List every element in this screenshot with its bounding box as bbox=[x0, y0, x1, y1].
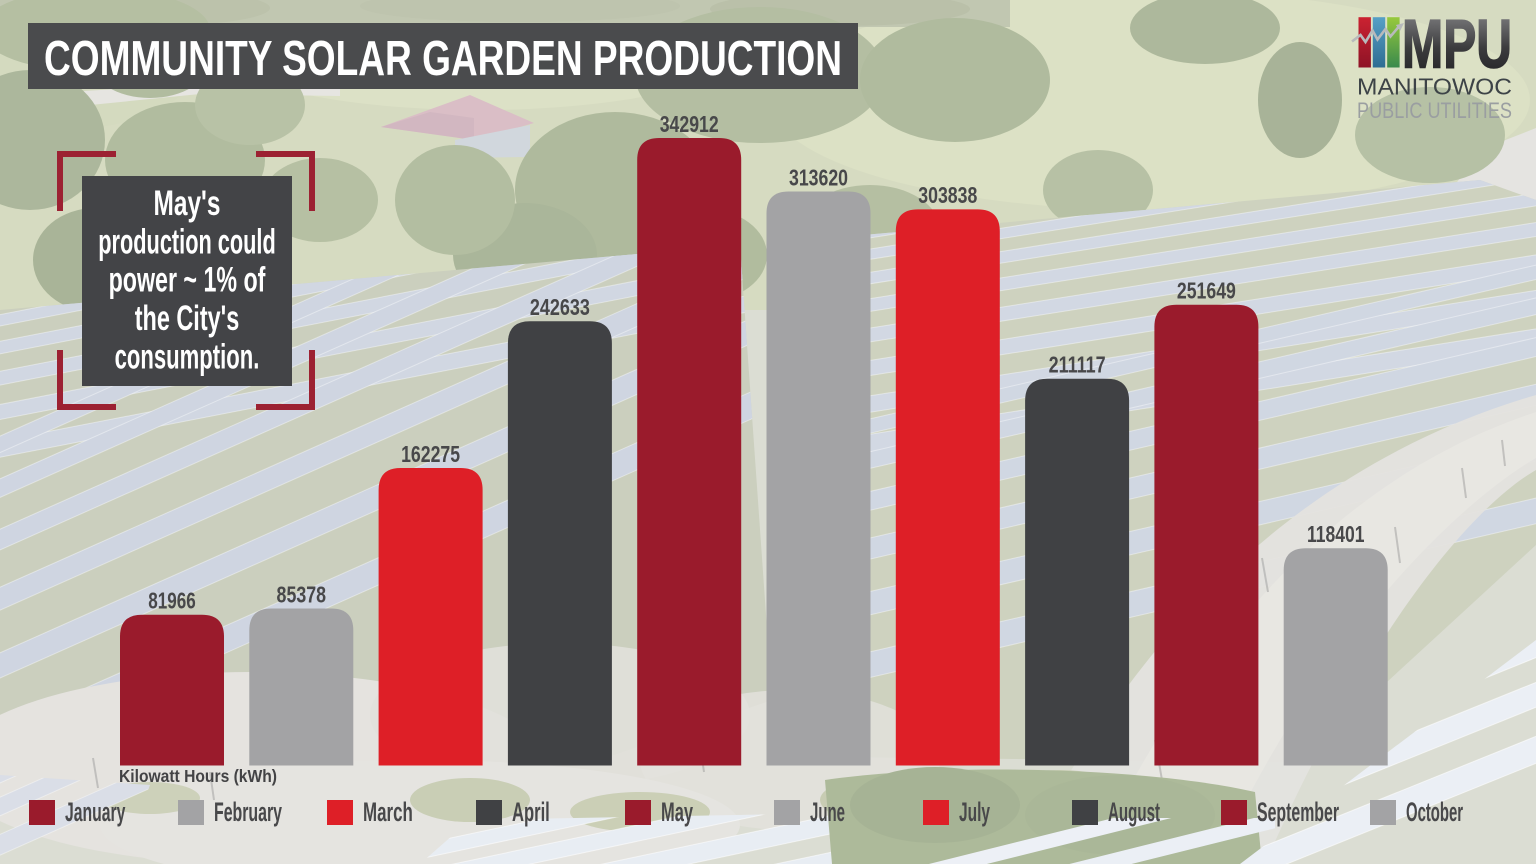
svg-text:April: April bbox=[512, 797, 550, 827]
svg-text:consumption.: consumption. bbox=[115, 337, 260, 376]
svg-text:162275: 162275 bbox=[401, 441, 460, 467]
svg-text:March: March bbox=[363, 797, 413, 827]
svg-text:February: February bbox=[214, 797, 282, 827]
svg-text:production could: production could bbox=[98, 222, 276, 261]
svg-text:May: May bbox=[661, 797, 693, 827]
svg-text:251649: 251649 bbox=[1177, 278, 1236, 304]
svg-text:85378: 85378 bbox=[277, 581, 327, 607]
svg-text:October: October bbox=[1406, 797, 1463, 827]
svg-text:COMMUNITY SOLAR GARDEN PRODUCT: COMMUNITY SOLAR GARDEN PRODUCTION bbox=[44, 32, 842, 86]
svg-text:June: June bbox=[810, 797, 845, 827]
svg-text:313620: 313620 bbox=[789, 164, 848, 190]
svg-text:Kilowatt Hours (kWh): Kilowatt Hours (kWh) bbox=[119, 766, 277, 786]
svg-text:PUBLIC UTILITIES: PUBLIC UTILITIES bbox=[1357, 98, 1512, 123]
svg-text:MANITOWOC: MANITOWOC bbox=[1357, 74, 1512, 100]
svg-text:September: September bbox=[1257, 797, 1339, 827]
svg-text:118401: 118401 bbox=[1307, 521, 1365, 547]
svg-text:May's: May's bbox=[154, 184, 221, 223]
svg-text:MPU: MPU bbox=[1402, 6, 1512, 83]
svg-text:81966: 81966 bbox=[148, 588, 196, 614]
svg-text:August: August bbox=[1108, 797, 1160, 827]
svg-text:242633: 242633 bbox=[530, 294, 590, 320]
svg-text:power ~ 1% of: power ~ 1% of bbox=[109, 261, 266, 300]
svg-text:July: July bbox=[959, 797, 990, 827]
svg-text:January: January bbox=[65, 797, 125, 827]
svg-text:211117: 211117 bbox=[1049, 352, 1106, 378]
svg-text:303838: 303838 bbox=[918, 182, 977, 208]
svg-text:the City's: the City's bbox=[135, 299, 240, 338]
svg-text:342912: 342912 bbox=[660, 111, 719, 137]
